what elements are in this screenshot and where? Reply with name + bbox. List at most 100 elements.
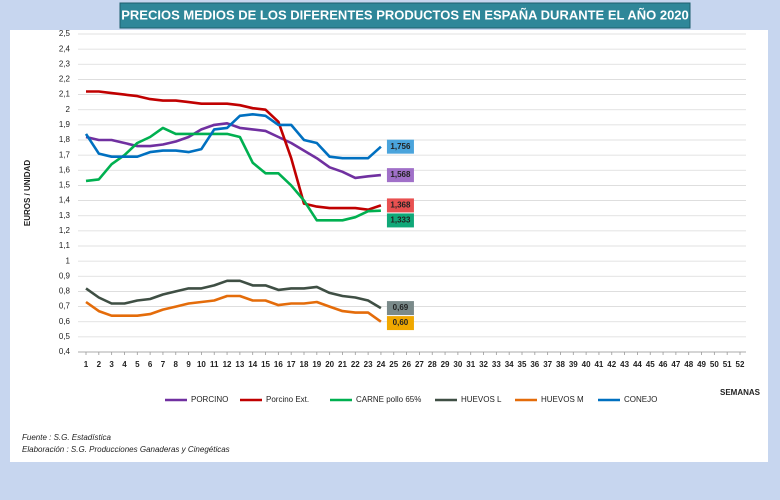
source-note: Fuente : S.G. Estadística bbox=[22, 433, 111, 442]
x-tick-label: 30 bbox=[453, 360, 462, 369]
x-tick-label: 49 bbox=[697, 360, 706, 369]
y-tick-label: 1,5 bbox=[59, 181, 71, 190]
source-note: Elaboración : S.G. Producciones Ganadera… bbox=[22, 445, 230, 454]
x-tick-label: 20 bbox=[325, 360, 334, 369]
value-label: 1,368 bbox=[390, 201, 411, 210]
x-tick-label: 4 bbox=[122, 360, 127, 369]
x-tick-label: 52 bbox=[736, 360, 745, 369]
y-tick-label: 2 bbox=[66, 105, 71, 114]
x-tick-label: 44 bbox=[633, 360, 642, 369]
y-tick-label: 2,5 bbox=[59, 29, 71, 38]
value-label-box bbox=[386, 198, 414, 213]
x-tick-label: 32 bbox=[479, 360, 488, 369]
value-label: 1,568 bbox=[390, 170, 411, 179]
x-tick-label: 41 bbox=[594, 360, 603, 369]
x-tick-label: 50 bbox=[710, 360, 719, 369]
x-tick-label: 6 bbox=[148, 360, 153, 369]
x-tick-label: 38 bbox=[556, 360, 565, 369]
x-tick-label: 14 bbox=[248, 360, 257, 369]
x-tick-label: 5 bbox=[135, 360, 140, 369]
x-tick-label: 39 bbox=[569, 360, 578, 369]
x-tick-label: 19 bbox=[312, 360, 321, 369]
value-label: 1,333 bbox=[390, 216, 411, 225]
y-tick-label: 0,7 bbox=[59, 302, 71, 311]
x-tick-label: 48 bbox=[684, 360, 693, 369]
y-tick-label: 2,3 bbox=[59, 59, 71, 68]
x-tick-label: 8 bbox=[174, 360, 179, 369]
x-tick-label: 11 bbox=[210, 360, 219, 369]
x-tick-label: 1 bbox=[84, 360, 89, 369]
value-label-box bbox=[386, 316, 414, 331]
legend-label: PORCINO bbox=[191, 395, 228, 404]
y-tick-label: 1,9 bbox=[59, 120, 71, 129]
legend-label: HUEVOS L bbox=[461, 395, 502, 404]
x-tick-label: 22 bbox=[351, 360, 360, 369]
legend-label: CONEJO bbox=[624, 395, 657, 404]
series-line bbox=[85, 294, 382, 323]
x-tick-label: 27 bbox=[415, 360, 424, 369]
x-tick-label: 13 bbox=[235, 360, 244, 369]
x-tick-label: 25 bbox=[389, 360, 398, 369]
y-tick-label: 2,2 bbox=[59, 75, 71, 84]
value-label-box bbox=[386, 213, 414, 228]
title-box bbox=[119, 2, 691, 29]
x-tick-label: 37 bbox=[543, 360, 552, 369]
x-tick-label: 17 bbox=[287, 360, 296, 369]
y-tick-label: 1,8 bbox=[59, 135, 71, 144]
series-line bbox=[85, 126, 381, 222]
x-tick-label: 47 bbox=[671, 360, 680, 369]
y-tick-label: 0,4 bbox=[59, 347, 71, 356]
x-tick-label: 33 bbox=[492, 360, 501, 369]
x-tick-label: 51 bbox=[723, 360, 732, 369]
x-tick-label: 9 bbox=[186, 360, 191, 369]
x-tick-label: 29 bbox=[441, 360, 450, 369]
x-tick-label: 24 bbox=[376, 360, 385, 369]
value-label: 0,60 bbox=[393, 318, 409, 327]
x-tick-label: 16 bbox=[274, 360, 283, 369]
y-tick-label: 1 bbox=[66, 256, 71, 265]
x-tick-label: 21 bbox=[338, 360, 347, 369]
value-label-box bbox=[386, 139, 414, 154]
value-label-box bbox=[386, 168, 414, 183]
x-tick-label: 43 bbox=[620, 360, 629, 369]
series-line bbox=[85, 279, 382, 310]
value-label: 0,69 bbox=[393, 303, 409, 312]
x-tick-label: 40 bbox=[582, 360, 591, 369]
legend-label: HUEVOS M bbox=[541, 395, 584, 404]
chart-title: PRECIOS MEDIOS DE LOS DIFERENTES PRODUCT… bbox=[121, 7, 689, 22]
x-tick-label: 12 bbox=[223, 360, 232, 369]
x-tick-label: 3 bbox=[109, 360, 114, 369]
series-line bbox=[84, 113, 382, 160]
legend-label: CARNE pollo 65% bbox=[356, 395, 421, 404]
x-tick-label: 23 bbox=[364, 360, 373, 369]
y-tick-label: 2,1 bbox=[59, 90, 71, 99]
x-tick-label: 2 bbox=[97, 360, 102, 369]
x-tick-label: 18 bbox=[300, 360, 309, 369]
x-tick-label: 46 bbox=[659, 360, 668, 369]
x-tick-label: 15 bbox=[261, 360, 270, 369]
y-tick-label: 1,4 bbox=[59, 196, 71, 205]
x-tick-label: 34 bbox=[505, 360, 514, 369]
x-tick-label: 31 bbox=[466, 360, 475, 369]
y-tick-label: 2,4 bbox=[59, 44, 71, 53]
x-tick-label: 42 bbox=[607, 360, 616, 369]
y-tick-label: 1,3 bbox=[59, 211, 71, 220]
y-tick-label: 0,6 bbox=[59, 317, 71, 326]
x-tick-label: 26 bbox=[402, 360, 411, 369]
y-tick-label: 1,1 bbox=[59, 241, 71, 250]
x-axis-title: SEMANAS bbox=[720, 388, 761, 397]
series-line bbox=[86, 90, 382, 211]
y-tick-label: 0,9 bbox=[59, 271, 71, 280]
x-tick-label: 36 bbox=[530, 360, 539, 369]
x-tick-label: 7 bbox=[161, 360, 166, 369]
x-tick-label: 10 bbox=[197, 360, 206, 369]
y-tick-label: 1,7 bbox=[59, 150, 71, 159]
y-tick-label: 0,8 bbox=[59, 287, 71, 296]
y-axis-title: EUROS / UNIDAD bbox=[23, 160, 32, 226]
y-tick-label: 1,6 bbox=[59, 165, 71, 174]
value-label-box bbox=[386, 301, 414, 316]
y-tick-label: 1,2 bbox=[59, 226, 71, 235]
x-tick-label: 45 bbox=[646, 360, 655, 369]
x-tick-label: 35 bbox=[518, 360, 527, 369]
